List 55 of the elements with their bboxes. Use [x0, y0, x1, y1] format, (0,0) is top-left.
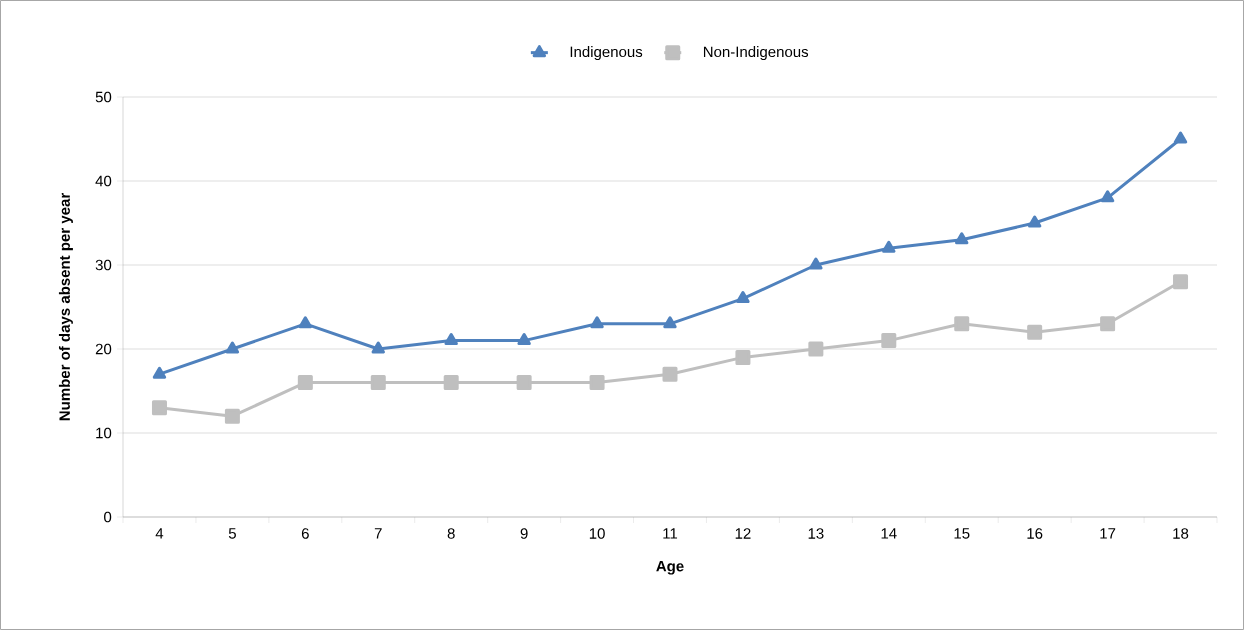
x-tick-label: 14	[881, 528, 897, 539]
point	[1027, 324, 1043, 340]
legend-label: Non-Indigenous	[703, 46, 809, 61]
y-axis-title: Number of days absent per year	[58, 193, 73, 421]
legend-label: Indigenous	[570, 46, 643, 61]
y-tick-label: 30	[95, 259, 112, 271]
x-tick-label: 6	[301, 528, 309, 539]
point	[1173, 274, 1189, 290]
point	[955, 232, 969, 245]
point	[370, 375, 386, 391]
point	[225, 341, 240, 354]
point	[297, 375, 313, 391]
point	[881, 333, 897, 349]
point	[224, 408, 240, 424]
point	[517, 333, 531, 346]
x-tick-label: 9	[520, 528, 528, 539]
x-tick-label: 13	[808, 528, 824, 539]
x-tick-label: 8	[447, 528, 455, 539]
point	[663, 316, 677, 329]
point	[882, 240, 896, 253]
point	[662, 366, 678, 382]
point	[1100, 190, 1115, 203]
point	[954, 316, 970, 332]
point	[1100, 316, 1116, 332]
x-tick-label: 7	[374, 528, 382, 539]
point	[808, 341, 824, 357]
point	[151, 400, 167, 416]
point	[809, 257, 823, 270]
y-tick-label: 40	[95, 175, 112, 187]
x-tick-label: 10	[589, 528, 605, 539]
y-tick-label: 20	[95, 343, 112, 355]
x-tick-label: 4	[155, 528, 164, 539]
y-tick-label: 10	[96, 427, 112, 439]
point	[1027, 215, 1042, 228]
point	[444, 333, 458, 346]
x-tick-label: 16	[1027, 528, 1043, 539]
point	[443, 375, 459, 391]
y-tick-label: 50	[95, 91, 112, 103]
x-axis-title: Age	[656, 561, 684, 575]
x-tick-label: 15	[954, 528, 970, 539]
point	[152, 366, 167, 379]
x-tick-label: 12	[735, 528, 751, 539]
point	[516, 375, 532, 391]
x-tick-label: 17	[1100, 528, 1116, 539]
x-tick-label: 5	[228, 528, 236, 539]
x-tick-label: 18	[1173, 528, 1189, 539]
point	[1173, 131, 1188, 144]
point	[298, 316, 313, 329]
point	[371, 341, 385, 354]
point	[736, 291, 750, 304]
point	[589, 375, 605, 391]
point	[590, 316, 604, 329]
point	[735, 349, 751, 365]
y-tick-label: 0	[104, 511, 112, 523]
x-tick-label: 11	[663, 528, 678, 539]
